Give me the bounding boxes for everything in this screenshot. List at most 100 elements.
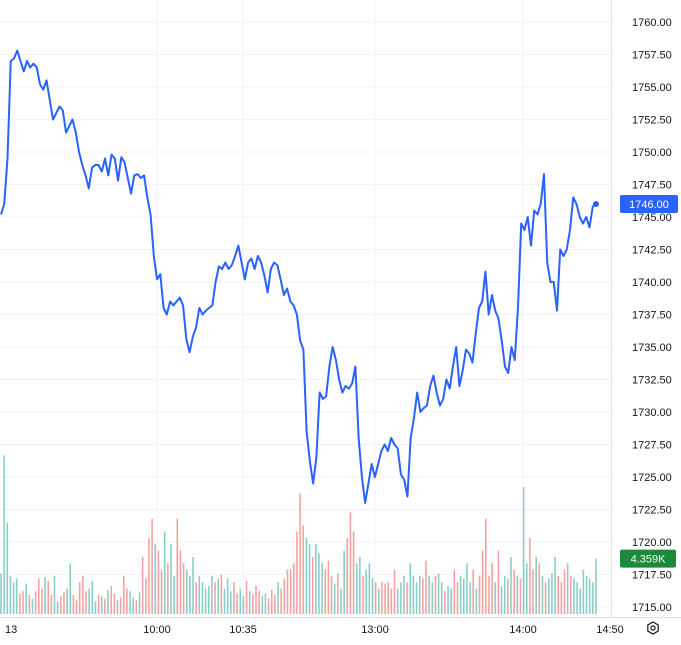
volume-bar: [296, 531, 298, 614]
volume-bar: [570, 575, 572, 614]
volume-bar: [450, 588, 452, 614]
volume-bar: [513, 569, 515, 614]
volume-bar: [525, 563, 528, 614]
volume-bar: [365, 569, 367, 614]
volume-bar: [151, 518, 153, 614]
price-line-series: [0, 49, 599, 504]
volume-bar: [69, 563, 72, 614]
y-tick-label: 1717.50: [632, 570, 672, 582]
volume-bar: [113, 593, 116, 614]
volume-bar: [170, 544, 172, 614]
y-tick-label: 1715.00: [632, 602, 672, 614]
volume-bar: [519, 578, 522, 614]
volume-bar: [255, 586, 257, 614]
volume-bar: [374, 582, 377, 614]
volume-bar: [53, 575, 56, 614]
volume-bar: [387, 582, 390, 614]
volume-bar: [547, 578, 550, 614]
volume-bar: [267, 598, 270, 614]
volume-bar: [220, 574, 223, 614]
volume-badge: [620, 549, 676, 568]
volume-bar: [280, 588, 282, 614]
volume-bar: [409, 563, 412, 614]
volume-bar: [44, 577, 46, 614]
volume-bar: [340, 588, 342, 614]
volume-bar: [248, 591, 251, 614]
volume-bar: [462, 578, 465, 614]
y-tick-label: 1730.00: [632, 407, 672, 419]
volume-bar: [305, 537, 308, 614]
volume-bar: [289, 569, 292, 614]
volume-bar: [390, 588, 393, 614]
volume-bar: [104, 598, 106, 614]
volume-bar: [456, 582, 459, 614]
volume-bar: [264, 593, 267, 614]
volume-bar: [154, 544, 157, 614]
volume-bar: [440, 582, 443, 614]
volume-bar: [308, 544, 311, 614]
volume-bar: [500, 586, 503, 614]
volume-bar: [428, 575, 430, 614]
volume-bar: [437, 573, 440, 614]
volume-bar: [507, 578, 509, 614]
chart-settings-button[interactable]: [644, 619, 662, 637]
y-tick-label: 1742.50: [632, 245, 672, 257]
x-tick-label: 14:50: [596, 624, 624, 636]
y-tick-label: 1740.00: [632, 277, 672, 289]
volume-bar: [478, 575, 481, 614]
volume-bar: [346, 537, 349, 614]
volume-bar: [588, 578, 591, 614]
volume-bar: [418, 575, 421, 614]
volume-bar: [239, 588, 242, 614]
y-tick-label: 1750.00: [632, 147, 672, 159]
price-line: [0, 49, 597, 504]
last-value-badges: 1746.00 4.359K: [620, 195, 678, 568]
volume-bar: [223, 588, 226, 614]
volume-bar: [242, 596, 245, 614]
volume-bar: [453, 569, 456, 614]
volume-bar: [176, 518, 179, 614]
volume-bar: [371, 578, 374, 614]
volume-bar: [3, 455, 5, 614]
volume-bar: [31, 598, 34, 614]
volume-bar: [466, 563, 468, 614]
volume-bar: [22, 591, 24, 614]
volume-bar: [503, 575, 506, 614]
volume-bar: [192, 556, 194, 614]
y-tick-label: 1727.50: [632, 440, 672, 452]
volume-bar: [538, 563, 541, 614]
volume-bar: [434, 575, 437, 614]
volume-bar: [563, 569, 566, 614]
volume-bar: [6, 522, 9, 614]
volume-bar: [116, 600, 119, 614]
volume-bar: [75, 600, 78, 614]
volume-bar: [412, 575, 415, 614]
volume-bar: [66, 588, 68, 614]
volume-bar: [211, 575, 213, 614]
volume-bar: [535, 556, 537, 614]
volume-bar: [362, 575, 364, 614]
volume-bar: [327, 560, 330, 614]
volume-bar: [324, 569, 327, 614]
settings-button-hit[interactable]: [644, 619, 662, 637]
volume-bar: [198, 575, 201, 614]
volume-bar: [195, 582, 197, 614]
volume-bar: [377, 588, 380, 614]
volume-bar: [126, 588, 128, 614]
y-tick-label: 1745.00: [632, 212, 672, 224]
gear-icon: [647, 621, 659, 635]
x-tick-label: 14:00: [509, 624, 537, 636]
volume-bar: [274, 594, 276, 614]
volume-bar: [138, 592, 141, 614]
volume-bar: [368, 563, 371, 614]
volume-bar: [343, 550, 345, 614]
volume-bar: [270, 589, 273, 614]
volume-bar: [352, 531, 355, 614]
x-tick-label: 13: [5, 624, 17, 636]
volume-bar: [494, 582, 497, 614]
volume-bar: [9, 575, 12, 614]
volume-bar: [185, 569, 188, 614]
volume-bar: [148, 537, 150, 614]
